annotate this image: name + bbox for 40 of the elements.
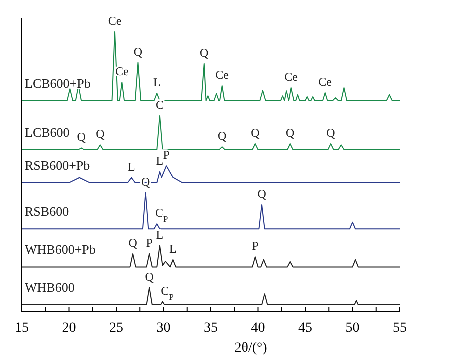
annotation: Q	[77, 130, 86, 144]
annotation: Q	[251, 126, 260, 140]
x-tick-label: 30	[156, 321, 171, 336]
annotation: Q	[218, 129, 228, 144]
annotation: Ce	[216, 68, 230, 82]
series-label: LCB600	[25, 124, 70, 140]
annotation: Q	[200, 46, 210, 60]
annotation: Ce	[108, 14, 122, 28]
annotation: C	[156, 98, 164, 112]
annotation: Q	[326, 126, 336, 140]
annotation: Q	[128, 236, 138, 250]
annotation: L	[170, 242, 177, 256]
series-label: WHB600	[25, 280, 75, 295]
x-tick-label: 25	[110, 321, 124, 336]
x-tick-label: 40	[251, 321, 266, 336]
series-label: WHB600+Pb	[25, 242, 96, 258]
annotation: L	[153, 76, 161, 90]
x-axis-title: 2θ/(°)	[234, 341, 268, 356]
x-tick-label: 50	[346, 321, 360, 336]
annotation: Q	[145, 270, 154, 284]
annotation: Q	[286, 126, 296, 140]
x-tick-label: 15	[15, 321, 29, 336]
annotation: Q	[258, 187, 267, 202]
annotation: L	[128, 160, 136, 174]
x-tick-label: 35	[204, 321, 218, 336]
annotation: P	[163, 148, 170, 162]
series-label: LCB600+Pb	[25, 76, 91, 91]
series-label: RSB600+Pb	[25, 158, 90, 173]
series-label: RSB600	[25, 204, 70, 220]
annotation: Ce	[318, 75, 332, 90]
annotation: P	[252, 239, 260, 254]
annotation: L	[156, 154, 164, 168]
annotation: Q	[134, 44, 143, 59]
x-tick-label: 55	[393, 321, 407, 336]
annotation: L	[156, 228, 164, 242]
annotation: Ce	[284, 70, 298, 84]
annotation: P	[146, 236, 154, 250]
annotation: Q	[96, 127, 106, 142]
x-tick-label: 20	[62, 321, 76, 336]
x-tick-label: 45	[298, 321, 312, 336]
